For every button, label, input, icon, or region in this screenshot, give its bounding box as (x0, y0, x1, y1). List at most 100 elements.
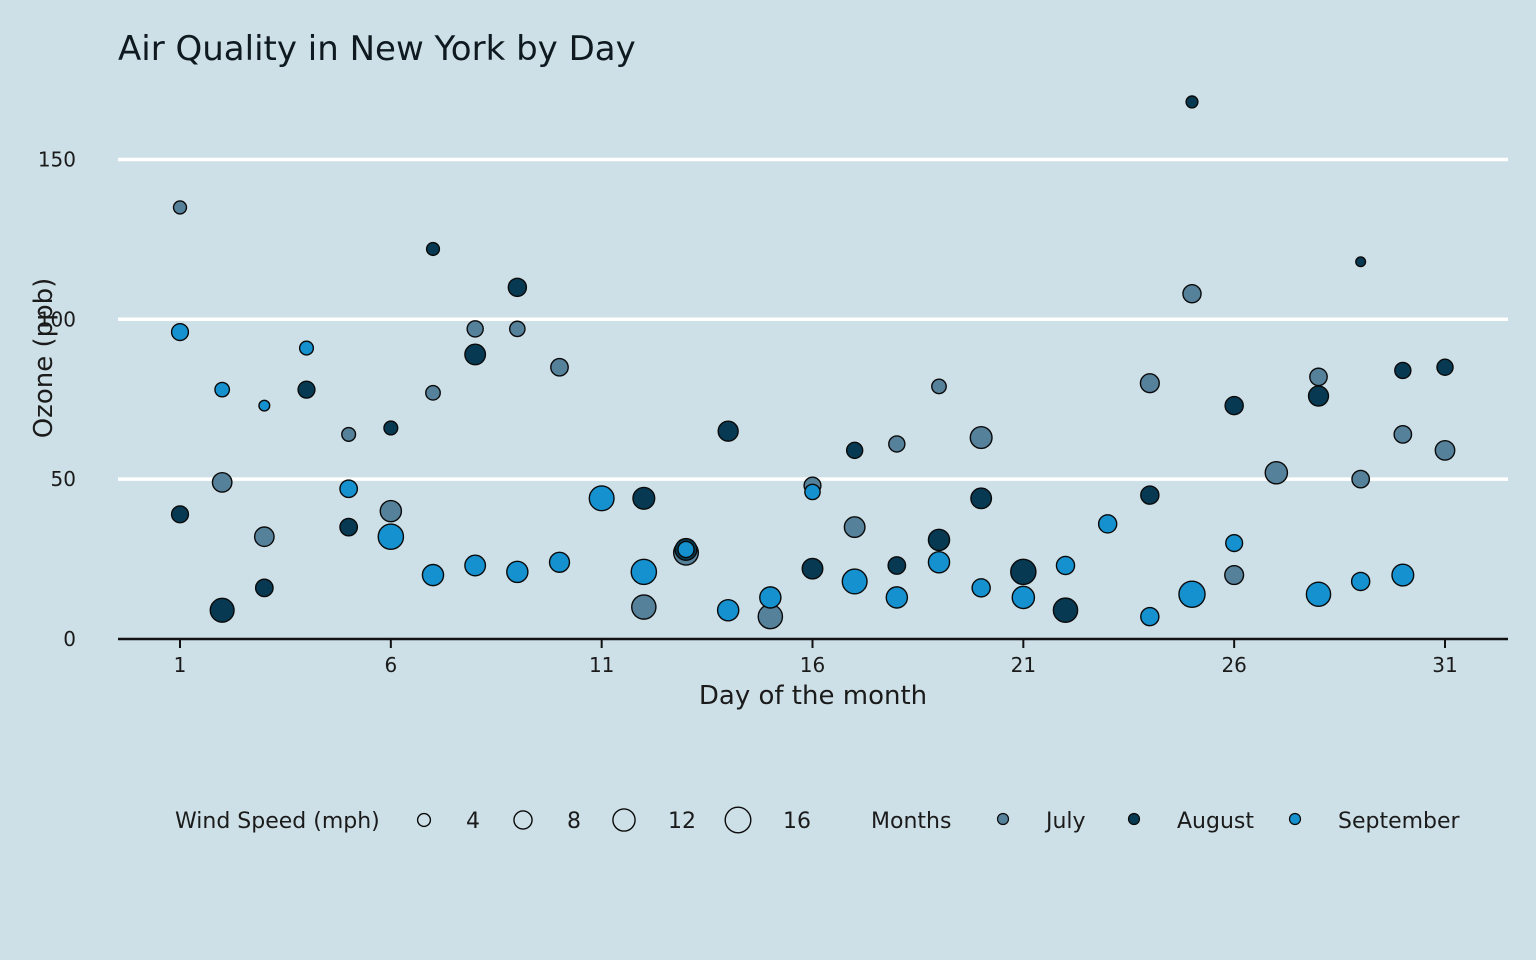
point-september (214, 381, 231, 398)
point-september (759, 586, 782, 609)
legend: Wind Speed (mph) 4 8 12 16 Months July Augus… (175, 806, 1461, 834)
point-july (1182, 283, 1202, 304)
point-september (258, 399, 271, 412)
size-legend-circle (513, 810, 533, 830)
point-july (888, 435, 906, 453)
point-september (1350, 571, 1371, 592)
point-august (383, 420, 399, 436)
chart-title: Air Quality in New York by Day (118, 29, 636, 69)
size-legend-circle (416, 812, 432, 828)
point-july (1264, 460, 1289, 485)
point-september (1305, 581, 1332, 608)
point-july (172, 200, 188, 215)
y-axis-label: Ozone (ppb) (29, 278, 59, 439)
point-september (677, 540, 695, 559)
point-august (507, 277, 528, 298)
point-july (466, 320, 484, 338)
point-july (1139, 373, 1160, 394)
point-august (339, 517, 359, 537)
point-august (1185, 95, 1199, 109)
y-tick-label: 150 (38, 147, 76, 171)
point-august (632, 486, 656, 510)
point-august (1394, 361, 1412, 380)
x-tick-label: 16 (800, 653, 825, 677)
point-august (1307, 385, 1330, 407)
point-september (1391, 563, 1415, 587)
x-tick-label: 1 (174, 653, 187, 677)
data-points (170, 95, 1456, 630)
point-september (630, 558, 658, 586)
point-september (588, 485, 615, 512)
point-september (1097, 514, 1118, 534)
size-legend-items: 4 8 12 16 (416, 806, 811, 834)
point-august (254, 578, 274, 598)
y-tick-label: 100 (38, 307, 76, 331)
point-august (1010, 558, 1037, 586)
x-axis-label: Day of the month (699, 681, 927, 711)
point-august (801, 557, 824, 580)
color-legend-swatch (1127, 812, 1141, 826)
point-july (1393, 424, 1413, 444)
size-legend-label: 4 (466, 809, 480, 834)
point-august (170, 505, 190, 524)
point-september (464, 554, 487, 577)
color-legend-title: Months (871, 809, 951, 834)
point-september (1011, 585, 1036, 610)
point-july (379, 499, 403, 523)
y-tick-label: 0 (63, 627, 76, 651)
point-september (971, 578, 991, 598)
point-july (1351, 469, 1371, 489)
point-september (1055, 555, 1076, 576)
y-tick-label: 50 (51, 467, 76, 491)
size-legend-title: Wind Speed (mph) (175, 809, 380, 834)
point-august (717, 420, 739, 442)
point-august (209, 597, 235, 623)
point-august (1140, 485, 1160, 505)
point-july (253, 526, 275, 548)
point-august (464, 343, 487, 366)
point-august (845, 441, 864, 460)
point-july (425, 384, 441, 401)
point-july (550, 357, 569, 377)
point-july (1309, 367, 1328, 387)
size-legend-label: 8 (567, 809, 581, 834)
point-july (341, 426, 357, 442)
size-legend-label: 16 (783, 809, 811, 834)
point-july (1434, 439, 1456, 461)
point-august (297, 380, 316, 399)
point-august (1052, 597, 1079, 624)
point-september (1178, 580, 1206, 608)
point-september (804, 483, 821, 501)
color-legend-items: July August September (996, 809, 1461, 834)
point-august (425, 241, 441, 257)
point-august (1355, 256, 1367, 268)
size-legend-label: 12 (668, 809, 696, 834)
x-tick-label: 6 (384, 653, 397, 677)
x-tick-label: 26 (1221, 653, 1246, 677)
point-july (508, 320, 526, 338)
point-august (887, 556, 907, 575)
x-tick-label: 21 (1011, 653, 1036, 677)
x-tick-label: 31 (1432, 653, 1457, 677)
point-september (339, 479, 359, 499)
color-legend-label: September (1338, 809, 1461, 834)
point-august (1224, 395, 1244, 416)
size-legend-circle (612, 808, 636, 832)
point-july (211, 471, 233, 493)
point-august (970, 487, 993, 510)
point-september (548, 551, 571, 573)
point-september (927, 551, 951, 574)
color-legend-label: August (1177, 809, 1254, 834)
point-september (377, 523, 405, 550)
point-august (927, 528, 951, 552)
point-september (1140, 606, 1160, 627)
point-september (298, 340, 315, 356)
x-tick-label: 11 (589, 653, 614, 677)
color-legend-swatch (1288, 812, 1302, 826)
point-july (969, 426, 993, 450)
point-september (716, 598, 740, 622)
grid (118, 157, 1508, 481)
x-axis-ticks: 1 6 11 16 21 26 31 (174, 639, 1458, 677)
size-legend-circle (724, 806, 752, 834)
